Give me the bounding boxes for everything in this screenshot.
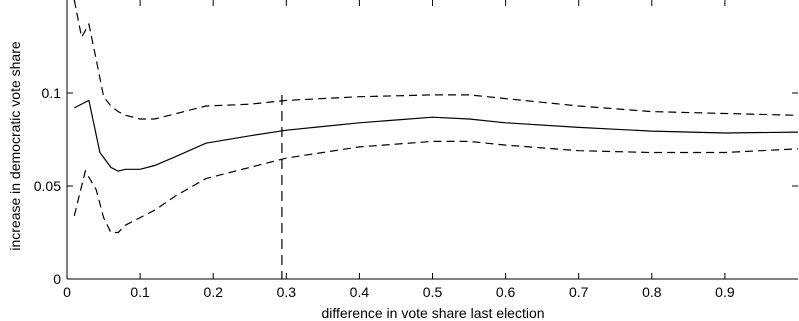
axes (66, 0, 798, 280)
series-line-upper-bound (73, 0, 799, 120)
y-tick-label: 0 (53, 271, 61, 287)
x-tick-label: 0.6 (496, 284, 516, 300)
ticks (66, 0, 798, 280)
y-tick-label: 0.05 (34, 178, 61, 194)
x-tick-label: 0.7 (569, 284, 589, 300)
series (73, 0, 799, 279)
x-tick-label: 0.1 (130, 284, 150, 300)
series-line-estimate (74, 99, 799, 172)
series-line-lower-bound (73, 140, 799, 234)
x-tick-label: 0 (63, 284, 71, 300)
x-tick-label: 0.9 (715, 284, 735, 300)
y-tick-label: 0.1 (42, 85, 62, 101)
y-axis-title: increase in democratic vote share (7, 41, 23, 251)
x-tick-label: 0.2 (203, 284, 223, 300)
x-tick-label: 0.5 (423, 284, 443, 300)
x-tick-label: 0.3 (277, 284, 297, 300)
tick-labels: 0 0.1 0.2 0.3 0.4 0.5 0.6 0.7 0.8 0.9 0 0.05 0.1 (34, 85, 735, 300)
x-tick-label: 0.8 (642, 284, 662, 300)
x-axis-title: difference in vote share last election (321, 305, 544, 321)
x-tick-label: 0.4 (350, 284, 370, 300)
